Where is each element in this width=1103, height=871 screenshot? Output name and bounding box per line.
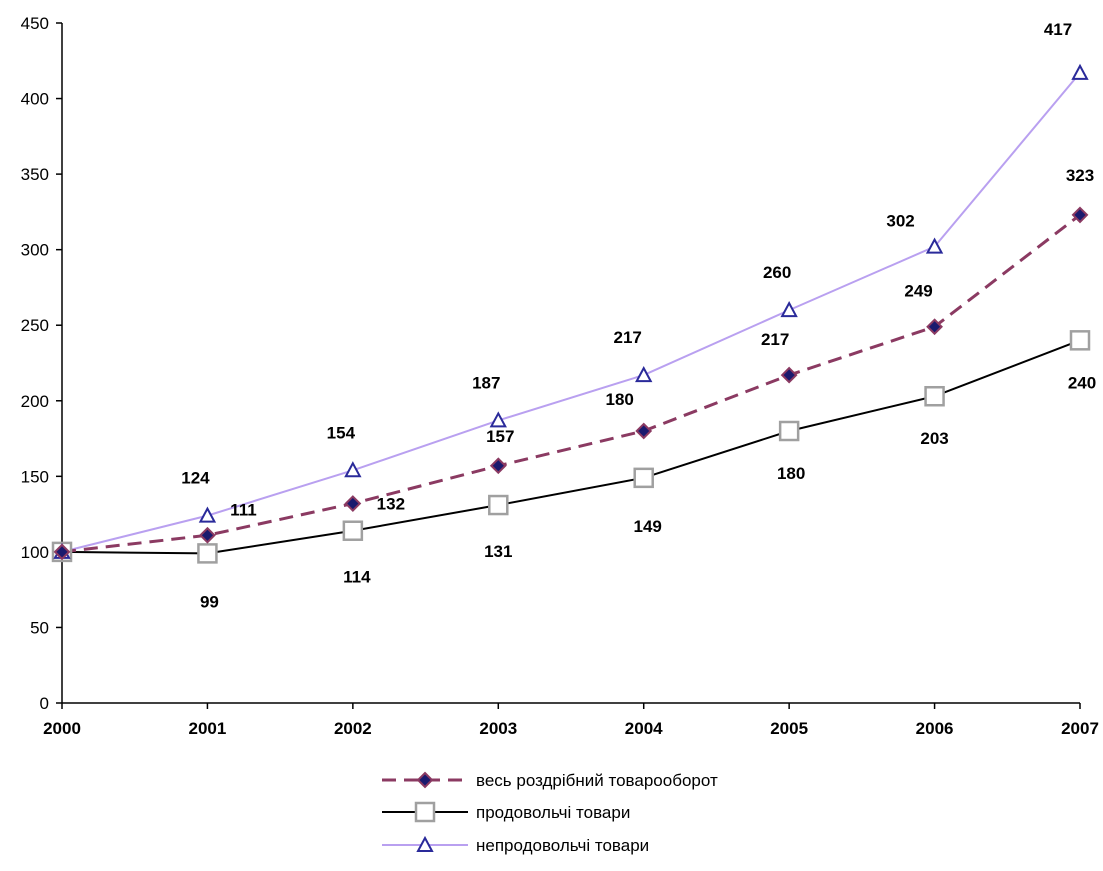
legend: весь роздрібний товарооборот продовольчі …	[382, 771, 718, 855]
y-tick-label: 150	[21, 467, 49, 486]
data-label: 124	[181, 469, 210, 488]
x-tick-label: 2001	[189, 719, 227, 738]
data-label: 217	[614, 328, 642, 347]
series-line-0	[61, 213, 1081, 554]
series-0-marker	[53, 543, 71, 561]
series-line-2	[61, 72, 1081, 553]
axes: 0 50 100 150 200 250 300 350 400 450 2000 2001 2002 2…	[21, 14, 1099, 738]
data-labels: 111 132 157 180 217 249 323 99 114 131 149 180 203 24…	[181, 20, 1096, 612]
legend-label: непродовольчі товари	[476, 836, 649, 855]
series-1-marker	[778, 420, 800, 442]
data-label: 240	[1068, 373, 1096, 392]
series-2-marker	[635, 365, 653, 383]
data-label: 149	[634, 517, 662, 536]
data-label: 114	[343, 568, 371, 587]
y-tick-label: 200	[21, 392, 49, 411]
legend-item-0: весь роздрібний товарооборот	[382, 771, 718, 790]
series-0-marker	[489, 457, 507, 475]
series-1-marker	[197, 543, 218, 564]
series-2-marker	[780, 301, 798, 318]
x-tick-label: 2007	[1061, 719, 1099, 738]
data-label: 323	[1066, 166, 1094, 185]
y-tick-label: 100	[21, 543, 49, 562]
y-tick-label: 50	[30, 618, 49, 637]
data-label: 217	[761, 330, 789, 349]
series-markers	[51, 63, 1091, 564]
series-0-marker	[199, 526, 216, 544]
series-lines	[61, 72, 1081, 555]
data-label: 131	[484, 542, 512, 561]
legend-marker	[416, 771, 434, 789]
legend-item-2: непродовольчі товари	[382, 835, 649, 855]
series-0-marker	[780, 366, 798, 384]
x-tick-label: 2000	[43, 719, 81, 738]
series-0-marker	[926, 318, 943, 336]
x-tick-label: 2005	[770, 719, 808, 738]
series-1-marker	[633, 467, 654, 489]
x-tick-label: 2003	[479, 719, 517, 738]
series-0-marker	[635, 422, 653, 440]
y-tick-label: 250	[21, 316, 49, 335]
series-1-marker	[924, 385, 945, 407]
x-tick-label: 2006	[916, 719, 954, 738]
data-label: 302	[886, 212, 914, 231]
data-label: 154	[327, 423, 356, 442]
x-tick-label: 2002	[334, 719, 372, 738]
data-label: 249	[904, 282, 932, 301]
series-0-marker	[344, 495, 362, 512]
data-label: 99	[200, 592, 219, 611]
data-label: 417	[1044, 20, 1072, 39]
data-label: 111	[230, 500, 257, 519]
series-line-1	[61, 339, 1081, 555]
series-2-marker	[925, 237, 944, 254]
legend-label: продовольчі товари	[476, 803, 630, 822]
data-label: 187	[472, 373, 500, 392]
series-2-marker	[344, 461, 362, 478]
data-label: 260	[763, 263, 791, 282]
data-label: 180	[606, 390, 634, 409]
series-2-marker	[1071, 63, 1089, 80]
y-tick-label: 300	[21, 241, 49, 260]
data-label: 132	[377, 495, 405, 514]
series-0-marker	[1071, 206, 1089, 224]
legend-item-1: продовольчі товари	[382, 801, 630, 823]
y-tick-label: 350	[21, 165, 49, 184]
x-tick-label: 2004	[625, 719, 663, 738]
data-label: 203	[920, 429, 948, 448]
y-tick-label: 450	[21, 14, 49, 33]
legend-label: весь роздрібний товарооборот	[476, 771, 718, 790]
series-1-marker	[342, 520, 364, 541]
y-tick-label: 0	[40, 694, 49, 713]
legend-marker	[414, 801, 436, 823]
legend-marker	[416, 835, 434, 852]
series-1-marker	[1069, 330, 1091, 351]
series-2-marker	[198, 506, 217, 523]
series-1-marker	[488, 494, 509, 516]
data-label: 157	[486, 427, 514, 446]
y-tick-label: 400	[21, 90, 49, 109]
series-2-marker	[489, 411, 507, 428]
data-label: 180	[777, 464, 805, 483]
